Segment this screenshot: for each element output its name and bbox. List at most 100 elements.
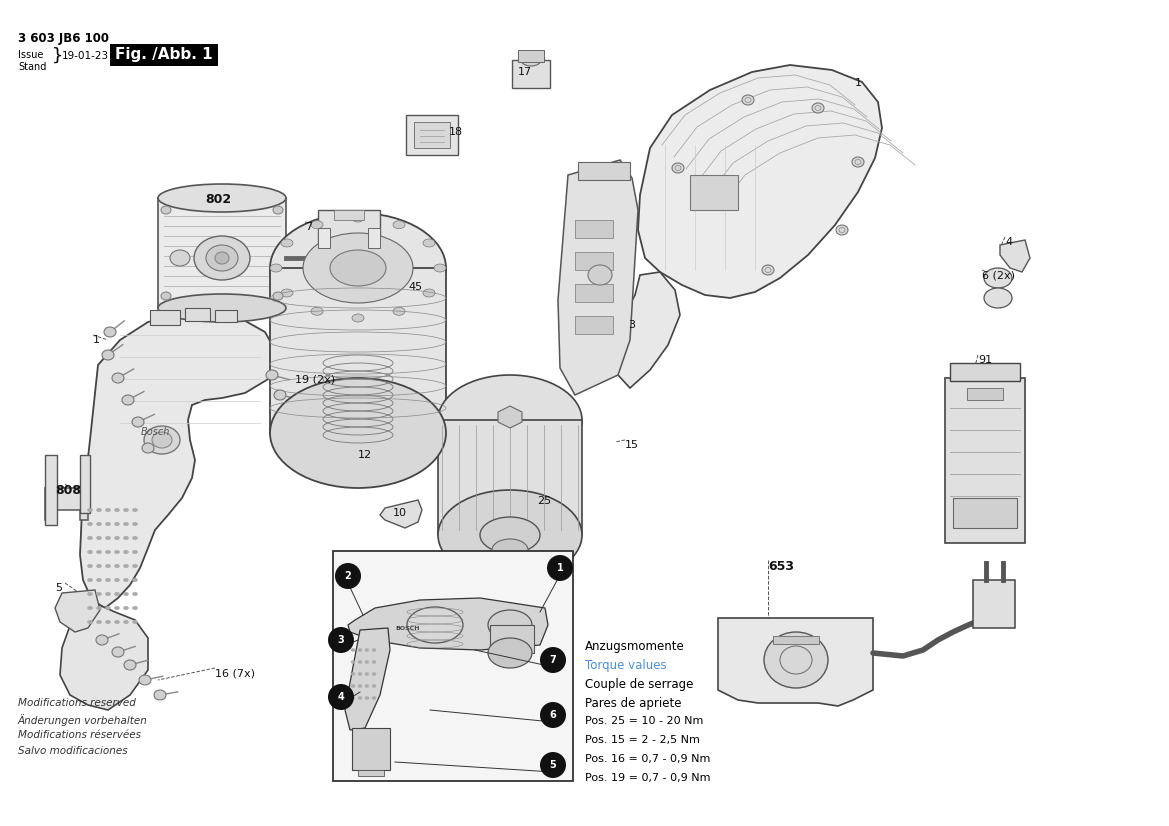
Ellipse shape: [351, 648, 355, 652]
Ellipse shape: [423, 239, 435, 247]
Bar: [575, 316, 613, 334]
FancyBboxPatch shape: [333, 551, 573, 781]
Ellipse shape: [115, 550, 119, 553]
Text: Fig. /Abb. 1: Fig. /Abb. 1: [116, 48, 213, 63]
Ellipse shape: [206, 245, 238, 271]
Ellipse shape: [672, 163, 684, 173]
Ellipse shape: [115, 578, 119, 582]
Ellipse shape: [365, 685, 369, 687]
Ellipse shape: [588, 265, 613, 285]
Ellipse shape: [812, 103, 824, 113]
Ellipse shape: [351, 661, 355, 663]
Ellipse shape: [365, 696, 369, 700]
Text: 7: 7: [549, 655, 556, 665]
Ellipse shape: [492, 539, 528, 561]
Text: 4: 4: [1005, 237, 1012, 247]
Ellipse shape: [139, 675, 151, 685]
Bar: [945, 378, 1025, 543]
Text: 18: 18: [449, 127, 463, 137]
Ellipse shape: [365, 672, 369, 676]
Ellipse shape: [132, 536, 138, 540]
Ellipse shape: [122, 395, 134, 405]
Text: 3 603 JB6 100: 3 603 JB6 100: [18, 32, 109, 45]
Ellipse shape: [124, 620, 129, 624]
Ellipse shape: [132, 550, 138, 553]
Text: 91: 91: [978, 355, 992, 365]
Circle shape: [540, 702, 566, 728]
Text: 19-01-23: 19-01-23: [62, 51, 109, 61]
Circle shape: [328, 684, 354, 710]
Text: Torque values: Torque values: [584, 659, 666, 672]
Bar: [270, 268, 447, 433]
Text: 6 (2x): 6 (2x): [982, 270, 1015, 280]
Ellipse shape: [154, 690, 166, 700]
Ellipse shape: [434, 264, 447, 272]
Polygon shape: [498, 406, 523, 428]
Ellipse shape: [358, 685, 362, 687]
Ellipse shape: [132, 578, 138, 582]
Ellipse shape: [480, 517, 540, 553]
Ellipse shape: [88, 536, 92, 540]
Ellipse shape: [372, 661, 376, 663]
Ellipse shape: [372, 648, 376, 652]
Ellipse shape: [372, 696, 376, 700]
Ellipse shape: [423, 289, 435, 297]
Ellipse shape: [105, 592, 111, 596]
Circle shape: [547, 555, 573, 581]
Bar: [967, 388, 1003, 400]
Ellipse shape: [194, 236, 250, 280]
Ellipse shape: [158, 294, 286, 322]
Ellipse shape: [97, 522, 102, 526]
Bar: [334, 210, 364, 220]
Bar: [352, 728, 390, 770]
Ellipse shape: [124, 536, 129, 540]
Ellipse shape: [105, 508, 111, 512]
Bar: [406, 115, 458, 155]
Ellipse shape: [124, 592, 129, 596]
Ellipse shape: [274, 390, 286, 400]
Text: Pares de apriete: Pares de apriete: [584, 697, 682, 710]
Text: 5: 5: [549, 760, 556, 770]
Ellipse shape: [115, 522, 119, 526]
Text: Pos. 25 = 10 - 20 Nm: Pos. 25 = 10 - 20 Nm: [584, 716, 704, 726]
Ellipse shape: [765, 632, 828, 688]
Text: 5: 5: [55, 583, 62, 593]
Bar: [358, 770, 383, 776]
Ellipse shape: [105, 536, 111, 540]
Text: 19 (2x): 19 (2x): [295, 375, 336, 385]
Text: 2: 2: [345, 571, 352, 581]
Bar: [953, 498, 1017, 528]
Ellipse shape: [372, 672, 376, 676]
Polygon shape: [380, 500, 422, 528]
Polygon shape: [718, 618, 873, 706]
Ellipse shape: [281, 239, 293, 247]
Ellipse shape: [270, 213, 447, 323]
Text: 1: 1: [94, 335, 101, 345]
Ellipse shape: [112, 647, 124, 657]
Text: 25: 25: [537, 496, 551, 506]
Ellipse shape: [115, 564, 119, 567]
Ellipse shape: [267, 370, 278, 380]
Ellipse shape: [270, 264, 282, 272]
Ellipse shape: [215, 252, 229, 264]
Ellipse shape: [105, 578, 111, 582]
Ellipse shape: [124, 564, 129, 567]
Ellipse shape: [358, 696, 362, 700]
Bar: [773, 636, 819, 644]
Ellipse shape: [132, 417, 144, 427]
Bar: [575, 252, 613, 270]
Ellipse shape: [105, 606, 111, 610]
Ellipse shape: [170, 250, 191, 266]
Ellipse shape: [351, 685, 355, 687]
Circle shape: [540, 647, 566, 673]
Text: }: }: [51, 47, 63, 65]
Text: 808: 808: [55, 484, 81, 497]
Text: 15: 15: [625, 440, 639, 450]
Ellipse shape: [88, 592, 92, 596]
Ellipse shape: [97, 550, 102, 553]
Bar: [490, 625, 534, 653]
Ellipse shape: [352, 214, 364, 222]
Ellipse shape: [742, 95, 754, 105]
Text: 1: 1: [855, 78, 862, 88]
Text: 12: 12: [358, 450, 372, 460]
